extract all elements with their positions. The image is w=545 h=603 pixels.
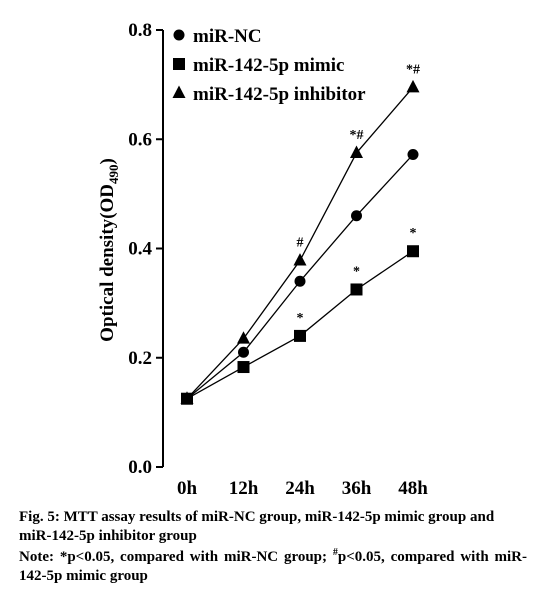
x-tick-label: 48h (398, 478, 428, 499)
y-tick-label: 0.6 (128, 129, 152, 150)
data-point (237, 331, 250, 344)
legend-label: miR-142-5p inhibitor (193, 84, 366, 105)
legend-marker (173, 29, 185, 41)
y-axis-label: Optical density(OD490) (97, 158, 121, 342)
data-point (293, 253, 307, 266)
note-hash: # (332, 547, 338, 558)
data-point (238, 346, 249, 358)
y-axis-label-subscript: 490 (106, 165, 121, 185)
data-point (350, 283, 363, 296)
data-point (350, 145, 363, 158)
figure-note: Note: *p<0.05, compared with miR-NC grou… (19, 548, 527, 586)
data-point (407, 245, 419, 258)
y-tick-label: 0.0 (128, 457, 152, 478)
x-tick-label: 36h (342, 478, 372, 499)
y-tick-label: 0.4 (128, 239, 152, 260)
legend-marker (173, 58, 185, 70)
axes: 0.0 0.2 0.4 0.6 0.8 0h 12h 24h 36h 48h (128, 20, 428, 499)
y-tick-label: 0.8 (128, 20, 152, 41)
significance-marker: *# (406, 62, 420, 77)
legend-label: miR-142-5p mimic (193, 55, 344, 76)
significance-marker: * (297, 311, 304, 326)
significance-marker: # (297, 236, 304, 251)
significance-marker: *# (350, 128, 364, 143)
data-point (180, 391, 194, 404)
legend: miR-NC miR-142-5p mimic miR-142-5p inhibit… (172, 26, 366, 105)
data-point (407, 149, 419, 161)
significance-marker: * (410, 226, 417, 241)
x-tick-label: 24h (285, 478, 315, 499)
legend-label: miR-NC (193, 26, 262, 47)
note-prefix: Note: *p<0.05, compared with miR-NC grou… (19, 549, 333, 565)
data-point (294, 329, 306, 342)
data-point (237, 361, 250, 374)
mtt-line-chart: 0.00.20.40.60.80h 12h 24h 36h 48h ***#*#*# m… (97, 20, 428, 499)
data-point (351, 210, 362, 222)
legend-marker (172, 85, 186, 99)
note-suffix: p<0.05, compared with miR-142-5p mimic g… (19, 549, 528, 584)
significance-marker: * (353, 264, 360, 279)
x-tick-label: 12h (229, 478, 259, 499)
data-point (294, 275, 306, 287)
significance-annotations: ***#*#*# (297, 62, 421, 326)
figure-caption: Fig. 5: MTT assay results of miR-NC grou… (19, 509, 495, 544)
x-tick-label: 0h (177, 478, 198, 499)
series-markers (180, 79, 420, 405)
y-tick-label: 0.2 (128, 348, 152, 369)
data-point (406, 79, 420, 93)
